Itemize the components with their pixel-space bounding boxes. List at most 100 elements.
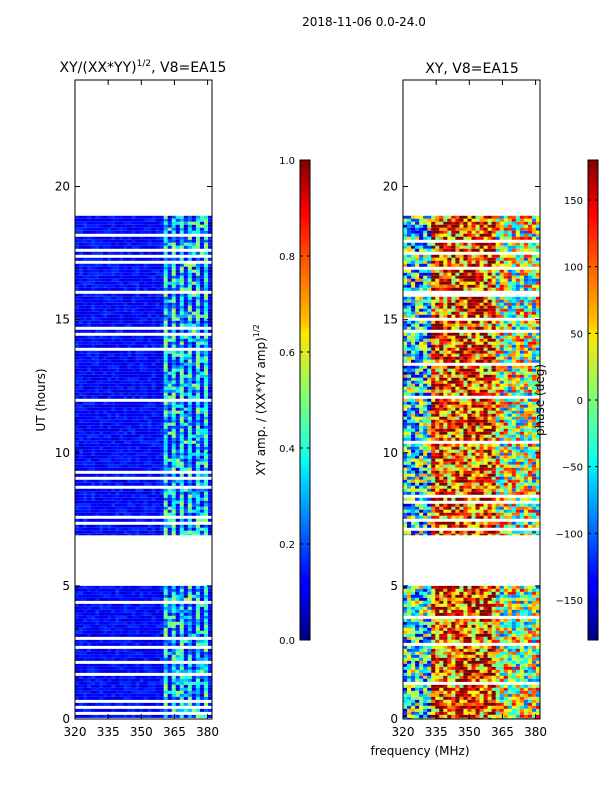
heat-cell: [415, 606, 420, 610]
heat-cell: [111, 284, 116, 288]
heat-cell: [79, 389, 84, 393]
heat-cell: [143, 702, 148, 706]
heat-cell: [207, 654, 213, 658]
heat-cell: [123, 404, 128, 408]
heat-cell: [151, 245, 156, 249]
heat-cell: [75, 497, 80, 501]
heat-cell: [447, 618, 452, 622]
heat-cell: [483, 633, 489, 637]
heat-cell: [207, 591, 213, 595]
heat-cell: [187, 377, 193, 381]
heat-cell: [187, 585, 193, 589]
heat-cell: [131, 506, 136, 510]
heat-cell: [191, 657, 197, 661]
heat-cell: [131, 437, 136, 441]
heat-cell: [103, 320, 108, 324]
heat-cell: [127, 266, 132, 270]
heat-cell: [147, 407, 152, 411]
heat-cell: [95, 296, 100, 300]
heat-cell: [115, 630, 120, 634]
heat-cell: [131, 275, 136, 279]
heat-cell: [203, 314, 209, 318]
heat-cell: [499, 624, 505, 628]
heat-cell: [107, 407, 112, 411]
heat-cell: [199, 603, 205, 607]
heat-cell: [131, 386, 136, 390]
heat-cell: [75, 221, 80, 225]
heat-cell: [163, 518, 169, 522]
heat-cell: [135, 464, 140, 468]
heat-cell: [155, 464, 161, 468]
heat-cell: [459, 633, 464, 637]
heat-cell: [87, 669, 92, 673]
heat-cell: [107, 251, 112, 255]
heat-cell: [183, 281, 189, 285]
heat-cell: [127, 648, 132, 652]
heat-cell: [151, 642, 156, 646]
heat-cell: [183, 365, 189, 369]
heat-cell: [135, 675, 140, 679]
heat-cell: [123, 281, 128, 285]
heat-cell: [159, 284, 165, 288]
heat-cell: [115, 464, 120, 468]
heat-cell: [523, 588, 529, 592]
heat-cell: [79, 359, 84, 363]
heat-cell: [79, 422, 84, 426]
heat-cell: [151, 308, 156, 312]
heat-cell: [139, 431, 144, 435]
heat-cell: [179, 594, 185, 598]
heat-cell: [91, 422, 96, 426]
heat-cell: [147, 269, 152, 273]
heat-cell: [187, 413, 193, 417]
heat-cell: [499, 585, 505, 589]
heat-cell: [119, 419, 124, 423]
heat-cell: [83, 615, 88, 619]
heat-cell: [75, 690, 80, 694]
heat-cell: [199, 251, 205, 255]
heat-cell: [463, 624, 468, 628]
heat-cell: [207, 338, 213, 342]
heat-cell: [199, 588, 205, 592]
heat-cell: [131, 266, 136, 270]
heat-cell: [459, 600, 464, 604]
heat-cell: [483, 624, 489, 628]
heat-cell: [115, 714, 120, 718]
heat-cell: [191, 594, 197, 598]
heat-cell: [203, 594, 209, 598]
heat-cell: [155, 389, 161, 393]
heat-cell: [499, 594, 505, 598]
heat-cell: [203, 278, 209, 282]
heat-cell: [175, 296, 181, 300]
heat-cell: [91, 669, 96, 673]
heat-cell: [75, 642, 80, 646]
heat-cell: [199, 392, 205, 396]
heat-cell: [107, 627, 112, 631]
heat-cell: [139, 509, 144, 513]
heat-cell: [519, 585, 525, 589]
heat-cell: [423, 603, 428, 607]
heat-cell: [123, 224, 128, 228]
heat-cell: [123, 458, 128, 462]
heat-cell: [87, 615, 92, 619]
heat-cell: [535, 585, 541, 589]
heat-cell: [127, 639, 132, 643]
heat-cell: [83, 356, 88, 360]
heat-cell: [411, 624, 416, 628]
heat-cell: [143, 464, 148, 468]
heat-cell: [83, 296, 88, 300]
heat-cell: [179, 585, 185, 589]
heat-cell: [79, 618, 84, 622]
heat-cell: [199, 338, 205, 342]
heat-cell: [75, 335, 80, 339]
heat-cell: [203, 663, 209, 667]
heat-cell: [207, 236, 213, 240]
heat-cell: [111, 320, 116, 324]
heat-cell: [183, 308, 189, 312]
heat-cell: [87, 218, 92, 222]
heat-cell: [103, 275, 108, 279]
heat-cell: [115, 455, 120, 459]
heat-cell: [163, 314, 169, 318]
heat-cell: [111, 236, 116, 240]
heat-cell: [191, 299, 197, 303]
heat-cell: [95, 482, 100, 486]
